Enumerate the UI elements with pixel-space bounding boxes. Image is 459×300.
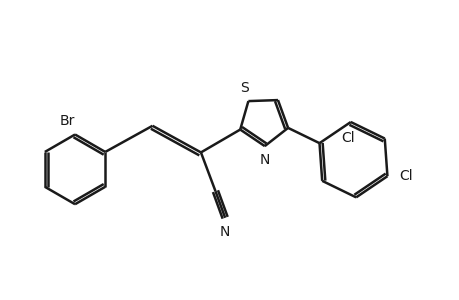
Text: S: S [240, 81, 248, 95]
Text: Cl: Cl [341, 131, 354, 145]
Text: Cl: Cl [399, 169, 412, 183]
Text: N: N [259, 153, 269, 167]
Text: N: N [219, 225, 230, 239]
Text: Br: Br [60, 114, 75, 128]
